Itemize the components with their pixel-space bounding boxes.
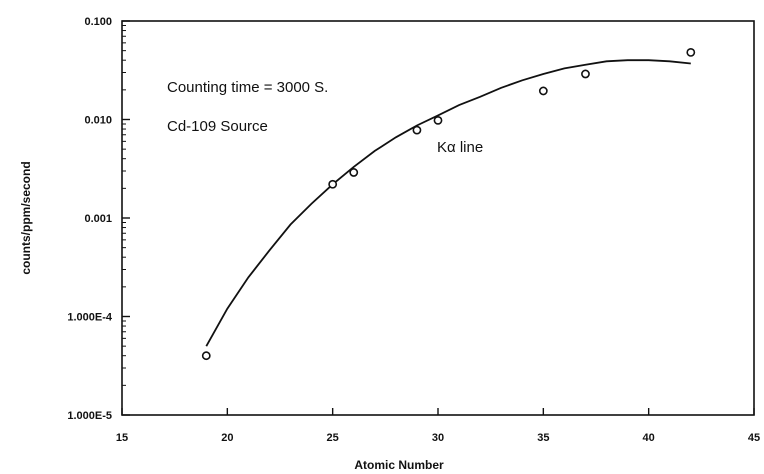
y-tick-label: 1.000E-4 [67, 312, 113, 324]
x-axis: 15 20 25 30 35 40 45 [116, 408, 760, 444]
data-point [201, 351, 211, 361]
y-axis-title: counts/ppm/second [19, 161, 33, 274]
y-tick-label: 1.000E-5 [67, 410, 112, 422]
x-tick-label: 15 [116, 432, 128, 444]
x-tick-label: 35 [537, 432, 549, 444]
fit-curve [205, 59, 691, 347]
data-point [412, 125, 422, 135]
x-tick-label: 30 [432, 432, 444, 444]
y-tick-label: 0.010 [84, 115, 112, 127]
x-tick-label: 25 [327, 432, 339, 444]
data-point [328, 179, 338, 189]
y-axis: 1.000E-5 1.000E-4 0.001 0.010 0.100 [67, 16, 130, 422]
data-point [581, 69, 590, 79]
data-point [433, 115, 443, 125]
annotation-source: Cd-109 Source [167, 118, 268, 135]
data-point [686, 47, 696, 57]
data-point [538, 86, 548, 96]
data-point [349, 168, 359, 177]
y-tick-label: 0.001 [84, 213, 112, 225]
y-tick-label: 0.100 [84, 16, 112, 28]
x-tick-label: 20 [221, 432, 233, 444]
annotation-counting-time: Counting time = 3000 S. [167, 79, 328, 96]
x-tick-label: 45 [748, 432, 760, 444]
annotation-ka-line: Kα line [437, 139, 483, 156]
x-tick-label: 40 [643, 432, 655, 444]
data-points [201, 47, 696, 361]
x-axis-title: Atomic Number [354, 458, 444, 472]
